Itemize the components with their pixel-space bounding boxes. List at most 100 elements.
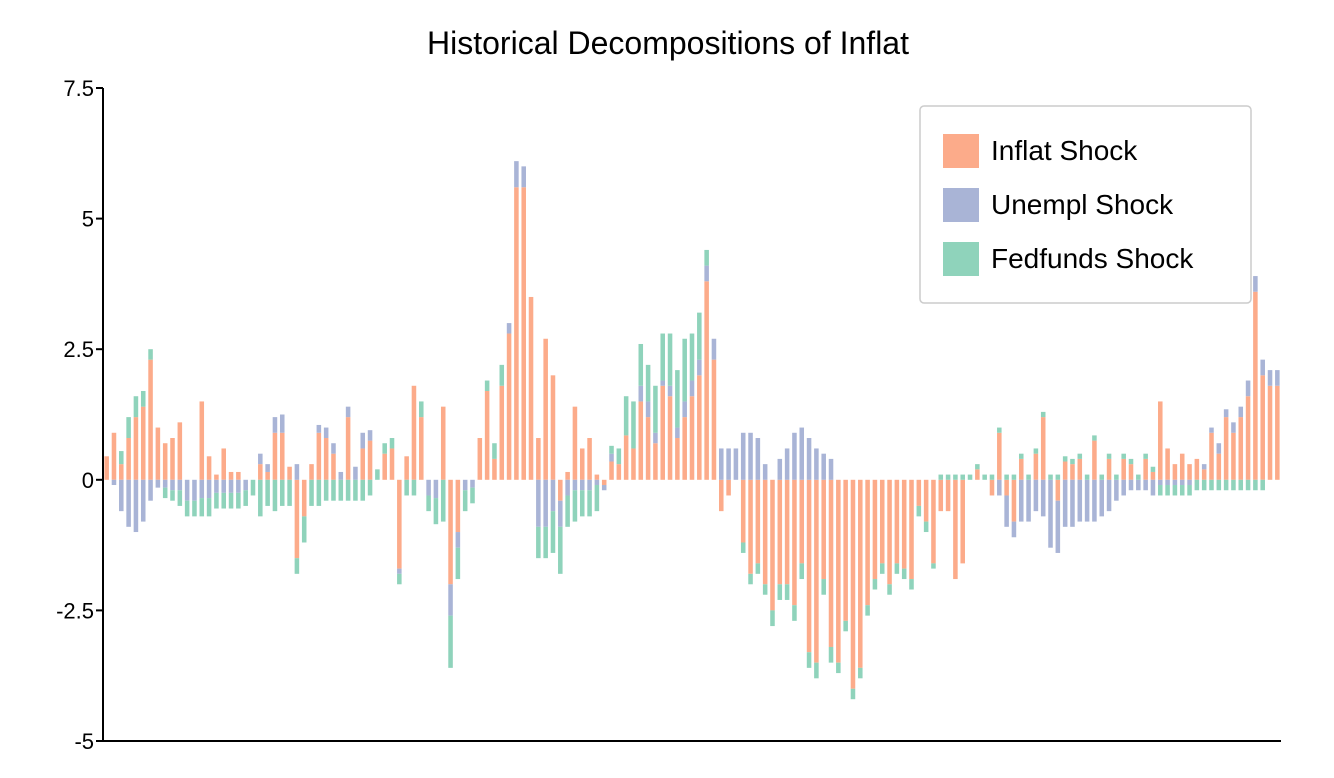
bar-inflat-shock-152 <box>1216 453 1222 480</box>
bar-fedfunds-shock-11 <box>184 500 190 517</box>
bar-fedfunds-shock-28 <box>309 479 314 506</box>
bar-fedfunds-shock-104 <box>865 605 870 616</box>
bar-inflat-shock-116 <box>953 479 958 580</box>
bar-unempl-shock-16 <box>221 479 226 493</box>
bar-fedfunds-shock-110 <box>909 579 914 590</box>
bar-fedfunds-shock-142 <box>1143 453 1148 459</box>
bar-unempl-shock-152 <box>1216 443 1222 454</box>
bar-inflat-shock-110 <box>909 479 914 580</box>
bar-inflat-shock-72 <box>631 448 636 480</box>
bar-inflat-shock-52 <box>484 390 490 480</box>
bar-inflat-shock-127 <box>1033 453 1039 480</box>
bar-unempl-shock-4 <box>133 479 139 533</box>
bar-inflat-shock-94 <box>792 479 797 606</box>
bar-unempl-shock-56 <box>514 161 519 188</box>
bar-inflat-shock-71 <box>623 435 629 480</box>
bar-inflat-shock-160 <box>1275 385 1280 480</box>
bar-inflat-shock-143 <box>1150 471 1156 480</box>
bar-unempl-shock-98 <box>821 453 826 480</box>
bar-unempl-shock-5 <box>140 479 146 522</box>
bar-inflat-shock-73 <box>638 401 644 480</box>
bar-unempl-shock-130 <box>1055 500 1061 553</box>
y-tick-label-5: 7.5 <box>63 76 94 101</box>
bar-inflat-shock-121 <box>989 479 995 496</box>
bar-inflat-shock-149 <box>1194 458 1200 480</box>
bar-unempl-shock-122 <box>997 479 1002 496</box>
bar-fedfunds-shock-147 <box>1179 485 1185 496</box>
bar-inflat-shock-15 <box>214 474 219 480</box>
bar-inflat-shock-54 <box>499 385 505 480</box>
bar-fedfunds-shock-42 <box>411 479 417 496</box>
bar-inflat-shock-130 <box>1055 479 1061 501</box>
bar-fedfunds-shock-33 <box>345 479 351 501</box>
bar-inflat-shock-111 <box>916 479 922 506</box>
bar-unempl-shock-64 <box>572 479 578 491</box>
bar-fedfunds-shock-106 <box>879 563 885 574</box>
bar-inflat-shock-113 <box>931 479 936 564</box>
bar-inflat-shock-105 <box>872 479 878 580</box>
bar-inflat-shock-2 <box>119 464 124 480</box>
bar-unempl-shock-99 <box>828 458 834 480</box>
bar-unempl-shock-47 <box>448 584 453 616</box>
bar-inflat-shock-124 <box>1011 479 1017 522</box>
bar-inflat-shock-104 <box>865 479 870 606</box>
bar-fedfunds-shock-44 <box>426 495 431 512</box>
bar-fedfunds-shock-107 <box>887 584 892 595</box>
bar-inflat-shock-83 <box>711 359 717 480</box>
bar-unempl-shock-31 <box>331 443 336 454</box>
bar-unempl-shock-126 <box>1026 479 1031 522</box>
bar-fedfunds-shock-122 <box>997 427 1002 433</box>
bar-unempl-shock-77 <box>667 385 673 397</box>
bar-inflat-shock-68 <box>601 479 607 486</box>
bar-unempl-shock-97 <box>814 448 819 480</box>
bar-fedfunds-shock-125 <box>1018 453 1024 459</box>
bar-unempl-shock-78 <box>675 427 680 439</box>
bar-fedfunds-shock-43 <box>419 401 424 418</box>
bar-unempl-shock-85 <box>726 448 731 480</box>
bar-fedfunds-shock-13 <box>199 498 205 517</box>
bar-fedfunds-shock-29 <box>316 479 322 506</box>
bar-unempl-shock-68 <box>601 485 607 491</box>
bar-unempl-shock-11 <box>184 479 190 501</box>
bar-unempl-shock-138 <box>1114 479 1119 501</box>
bar-unempl-shock-34 <box>353 466 358 480</box>
bar-inflat-shock-96 <box>806 479 812 653</box>
bar-fedfunds-shock-89 <box>755 563 761 574</box>
bar-inflat-shock-106 <box>879 479 885 564</box>
bar-fedfunds-shock-140 <box>1128 458 1134 465</box>
bar-inflat-shock-21 <box>258 464 263 480</box>
bar-unempl-shock-133 <box>1077 479 1083 522</box>
bar-fedfunds-shock-48 <box>455 547 461 580</box>
bar-unempl-shock-145 <box>1165 479 1170 486</box>
bar-fedfunds-shock-49 <box>462 490 468 512</box>
bar-inflat-shock-108 <box>894 479 900 564</box>
legend-label-inflat-shock: Inflat Shock <box>991 135 1138 166</box>
bar-unempl-shock-36 <box>367 430 373 441</box>
legend-swatch-inflat-shock <box>943 134 979 168</box>
bar-unempl-shock-21 <box>258 453 263 465</box>
bar-unempl-shock-60 <box>543 479 548 527</box>
bar-unempl-shock-79 <box>682 401 687 418</box>
bar-unempl-shock-7 <box>155 479 161 488</box>
bar-unempl-shock-158 <box>1260 359 1265 376</box>
bar-inflat-shock-87 <box>740 479 746 543</box>
bar-inflat-shock-100 <box>836 479 841 663</box>
bar-fedfunds-shock-92 <box>777 584 783 600</box>
bar-unempl-shock-96 <box>806 438 812 480</box>
bar-unempl-shock-9 <box>170 479 175 491</box>
bar-fedfunds-shock-80 <box>689 333 695 381</box>
bar-unempl-shock-26 <box>294 464 300 480</box>
bar-inflat-shock-38 <box>382 453 387 480</box>
bar-unempl-shock-137 <box>1106 479 1112 512</box>
bar-inflat-shock-10 <box>177 422 183 480</box>
bar-fedfunds-shock-103 <box>858 667 863 679</box>
bar-fedfunds-shock-129 <box>1048 474 1053 480</box>
bar-fedfunds-shock-10 <box>177 490 183 506</box>
bar-inflat-shock-103 <box>858 479 863 668</box>
bar-fedfunds-shock-114 <box>938 474 944 480</box>
bar-fedfunds-shock-87 <box>740 542 746 553</box>
bar-fedfunds-shock-26 <box>294 558 300 574</box>
bar-fedfunds-shock-151 <box>1209 479 1214 491</box>
bar-unempl-shock-143 <box>1150 479 1156 496</box>
